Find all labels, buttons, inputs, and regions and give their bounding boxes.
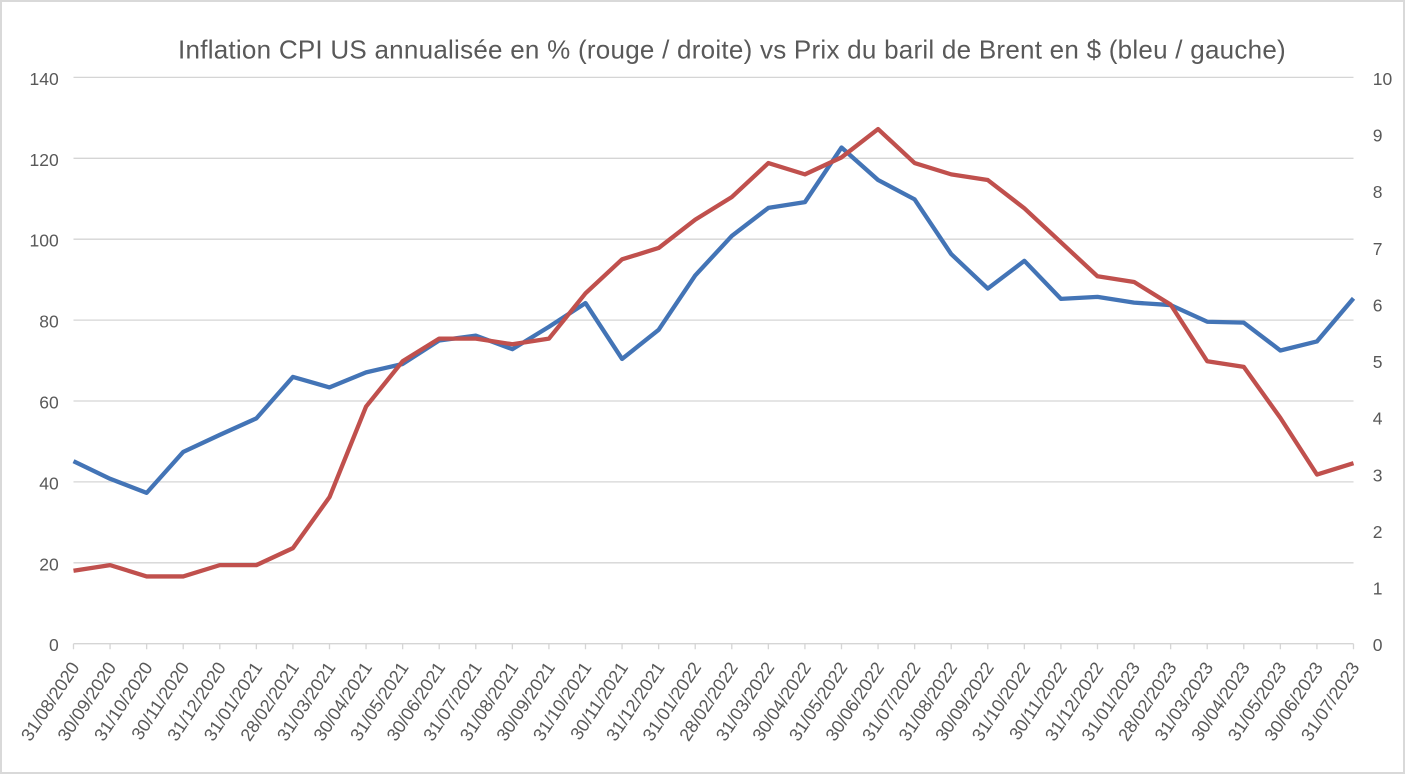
- svg-text:3: 3: [1373, 465, 1383, 485]
- svg-text:6: 6: [1373, 295, 1383, 315]
- svg-text:5: 5: [1373, 352, 1383, 372]
- svg-text:120: 120: [29, 150, 58, 170]
- svg-text:80: 80: [39, 312, 59, 332]
- svg-text:40: 40: [39, 473, 59, 493]
- svg-text:0: 0: [49, 635, 59, 655]
- svg-text:20: 20: [39, 554, 59, 574]
- svg-text:2: 2: [1373, 522, 1383, 542]
- svg-text:60: 60: [39, 393, 59, 413]
- svg-text:140: 140: [29, 69, 58, 89]
- svg-text:1: 1: [1373, 579, 1383, 599]
- svg-text:7: 7: [1373, 239, 1383, 259]
- svg-text:4: 4: [1373, 409, 1383, 429]
- svg-text:0: 0: [1373, 635, 1383, 655]
- svg-text:100: 100: [29, 231, 58, 251]
- svg-text:8: 8: [1373, 182, 1383, 202]
- svg-text:Inflation CPI US annualisée en: Inflation CPI US annualisée en % (rouge …: [178, 35, 1286, 65]
- svg-text:9: 9: [1373, 126, 1383, 146]
- svg-text:10: 10: [1373, 69, 1393, 89]
